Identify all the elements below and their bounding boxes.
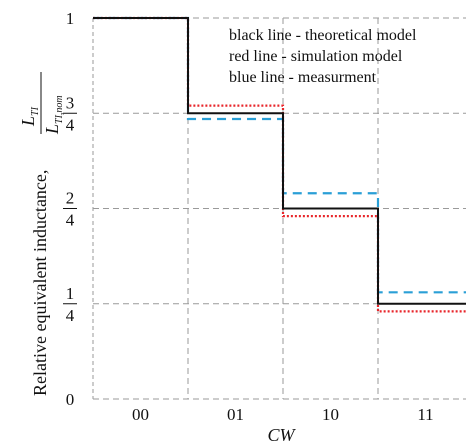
x-tick-label-0: 00 [132, 405, 149, 424]
y-tick-label-0: 0 [66, 390, 75, 409]
y-axis-fraction-numerator: LTI [18, 106, 41, 127]
y-tick-numerator-2: 2 [66, 189, 75, 208]
x-tick-labels: 00 01 10 11 [132, 405, 434, 424]
y-axis-title-prefix: Relative equivalent inductance, [30, 170, 50, 396]
y-tick-fraction-1: 14 [63, 284, 77, 325]
y-axis-fraction-denominator: LTI,nom [42, 95, 65, 135]
numerator-symbol: L [18, 116, 38, 127]
x-tick-label-3: 11 [417, 405, 433, 424]
y-axis-title-fraction: LTI LTI,nom [18, 72, 65, 135]
y-tick-fraction-2: 24 [63, 189, 77, 230]
denominator-subscript: TI,nom [54, 95, 65, 124]
legend-item-simulation: red line - simulation model [229, 48, 403, 65]
y-tick-fraction-3: 34 [63, 93, 77, 134]
y-axis-title: Relative equivalent inductance, LTI LTI,… [18, 72, 65, 396]
legend: black line - theoretical model red line … [229, 27, 417, 86]
y-tick-denominator-2: 4 [66, 211, 75, 230]
denominator-symbol: L [42, 124, 62, 135]
numerator-subscript: TI [30, 106, 41, 116]
y-tick-numerator-3: 3 [66, 93, 75, 112]
legend-item-theoretical: black line - theoretical model [229, 27, 417, 44]
y-tick-label-4: 1 [66, 9, 75, 28]
legend-item-measurement: blue line - measurment [229, 69, 377, 86]
series-layer [93, 16, 466, 313]
x-tick-label-2: 10 [322, 405, 339, 424]
y-tick-denominator-1: 4 [66, 306, 75, 325]
y-tick-denominator-3: 4 [66, 115, 75, 134]
x-axis-title: CW [268, 425, 297, 445]
y-tick-numerator-1: 1 [66, 284, 75, 303]
x-tick-label-1: 01 [227, 405, 244, 424]
series-line-0 [93, 17, 466, 305]
